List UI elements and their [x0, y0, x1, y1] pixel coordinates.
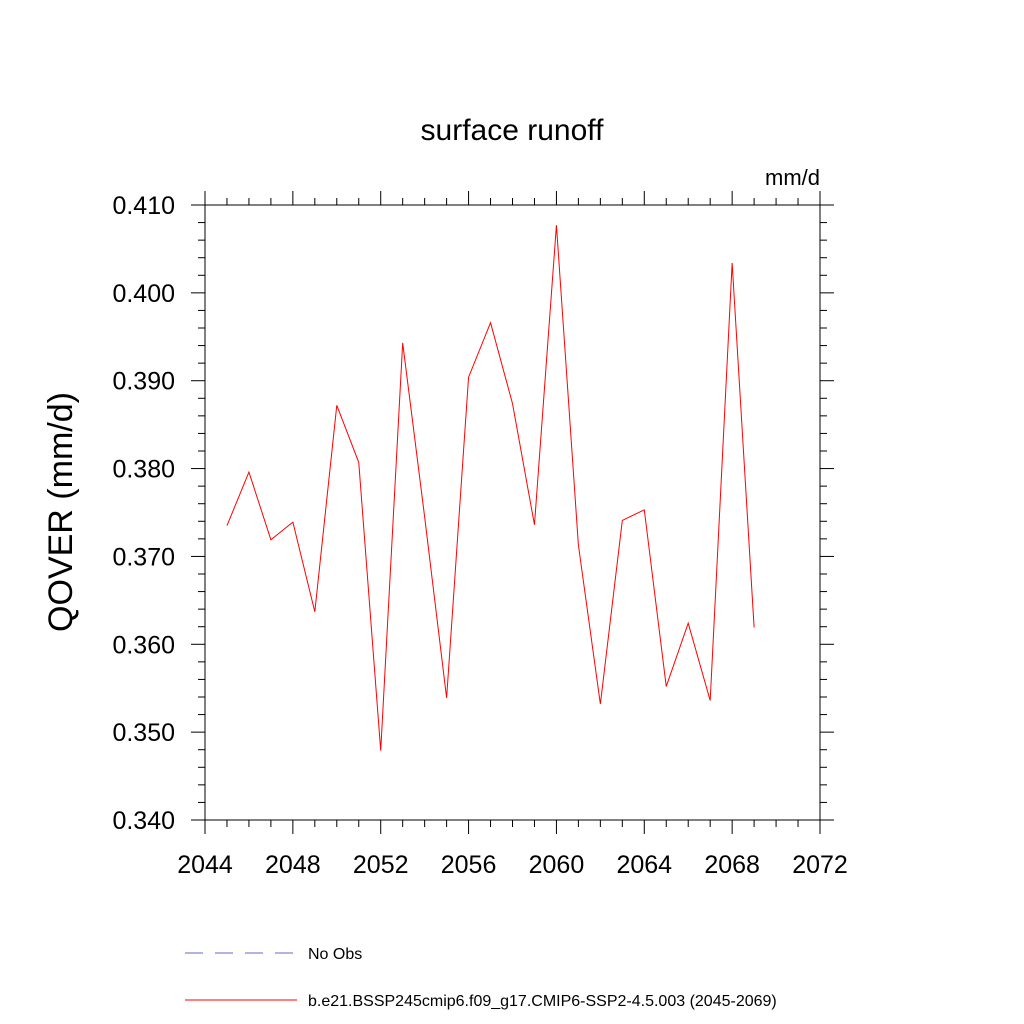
- tick-labels: 2044 2048 2052 2056 2060 2064 2068 2072 0.340 0.3…: [112, 192, 847, 879]
- y-axis-label: QOVER (mm/d): [42, 392, 80, 632]
- legend: No Obs b.e21.BSSP245cmip6.f09_g17.CMIP6-S…: [185, 946, 777, 1010]
- y-tick-label: 0.380: [112, 456, 175, 484]
- plot-frame: [204, 204, 821, 821]
- y-tick-label: 0.400: [112, 280, 175, 308]
- legend-label: No Obs: [308, 946, 362, 963]
- y-tick-label: 0.410: [112, 192, 175, 220]
- x-tick-label: 2052: [353, 851, 409, 879]
- x-tick-label: 2044: [177, 851, 233, 879]
- x-tick-label: 2068: [704, 851, 760, 879]
- x-tick-label: 2056: [441, 851, 497, 879]
- x-tick-label: 2048: [265, 851, 321, 879]
- axis-ticks: [191, 191, 834, 834]
- units-label: mm/d: [765, 165, 820, 190]
- x-tick-label: 2060: [529, 851, 585, 879]
- chart-title: surface runoff: [421, 114, 605, 147]
- x-tick-label: 2064: [616, 851, 672, 879]
- x-tick-label: 2072: [792, 851, 848, 879]
- legend-label: b.e21.BSSP245cmip6.f09_g17.CMIP6-SSP2-4.…: [308, 993, 777, 1010]
- series-line: [226, 225, 755, 751]
- y-tick-label: 0.370: [112, 543, 175, 571]
- y-tick-label: 0.360: [112, 631, 175, 659]
- y-tick-label: 0.390: [112, 368, 175, 396]
- series-layer: [226, 225, 755, 751]
- y-tick-label: 0.350: [112, 719, 175, 747]
- y-tick-label: 0.340: [112, 807, 175, 835]
